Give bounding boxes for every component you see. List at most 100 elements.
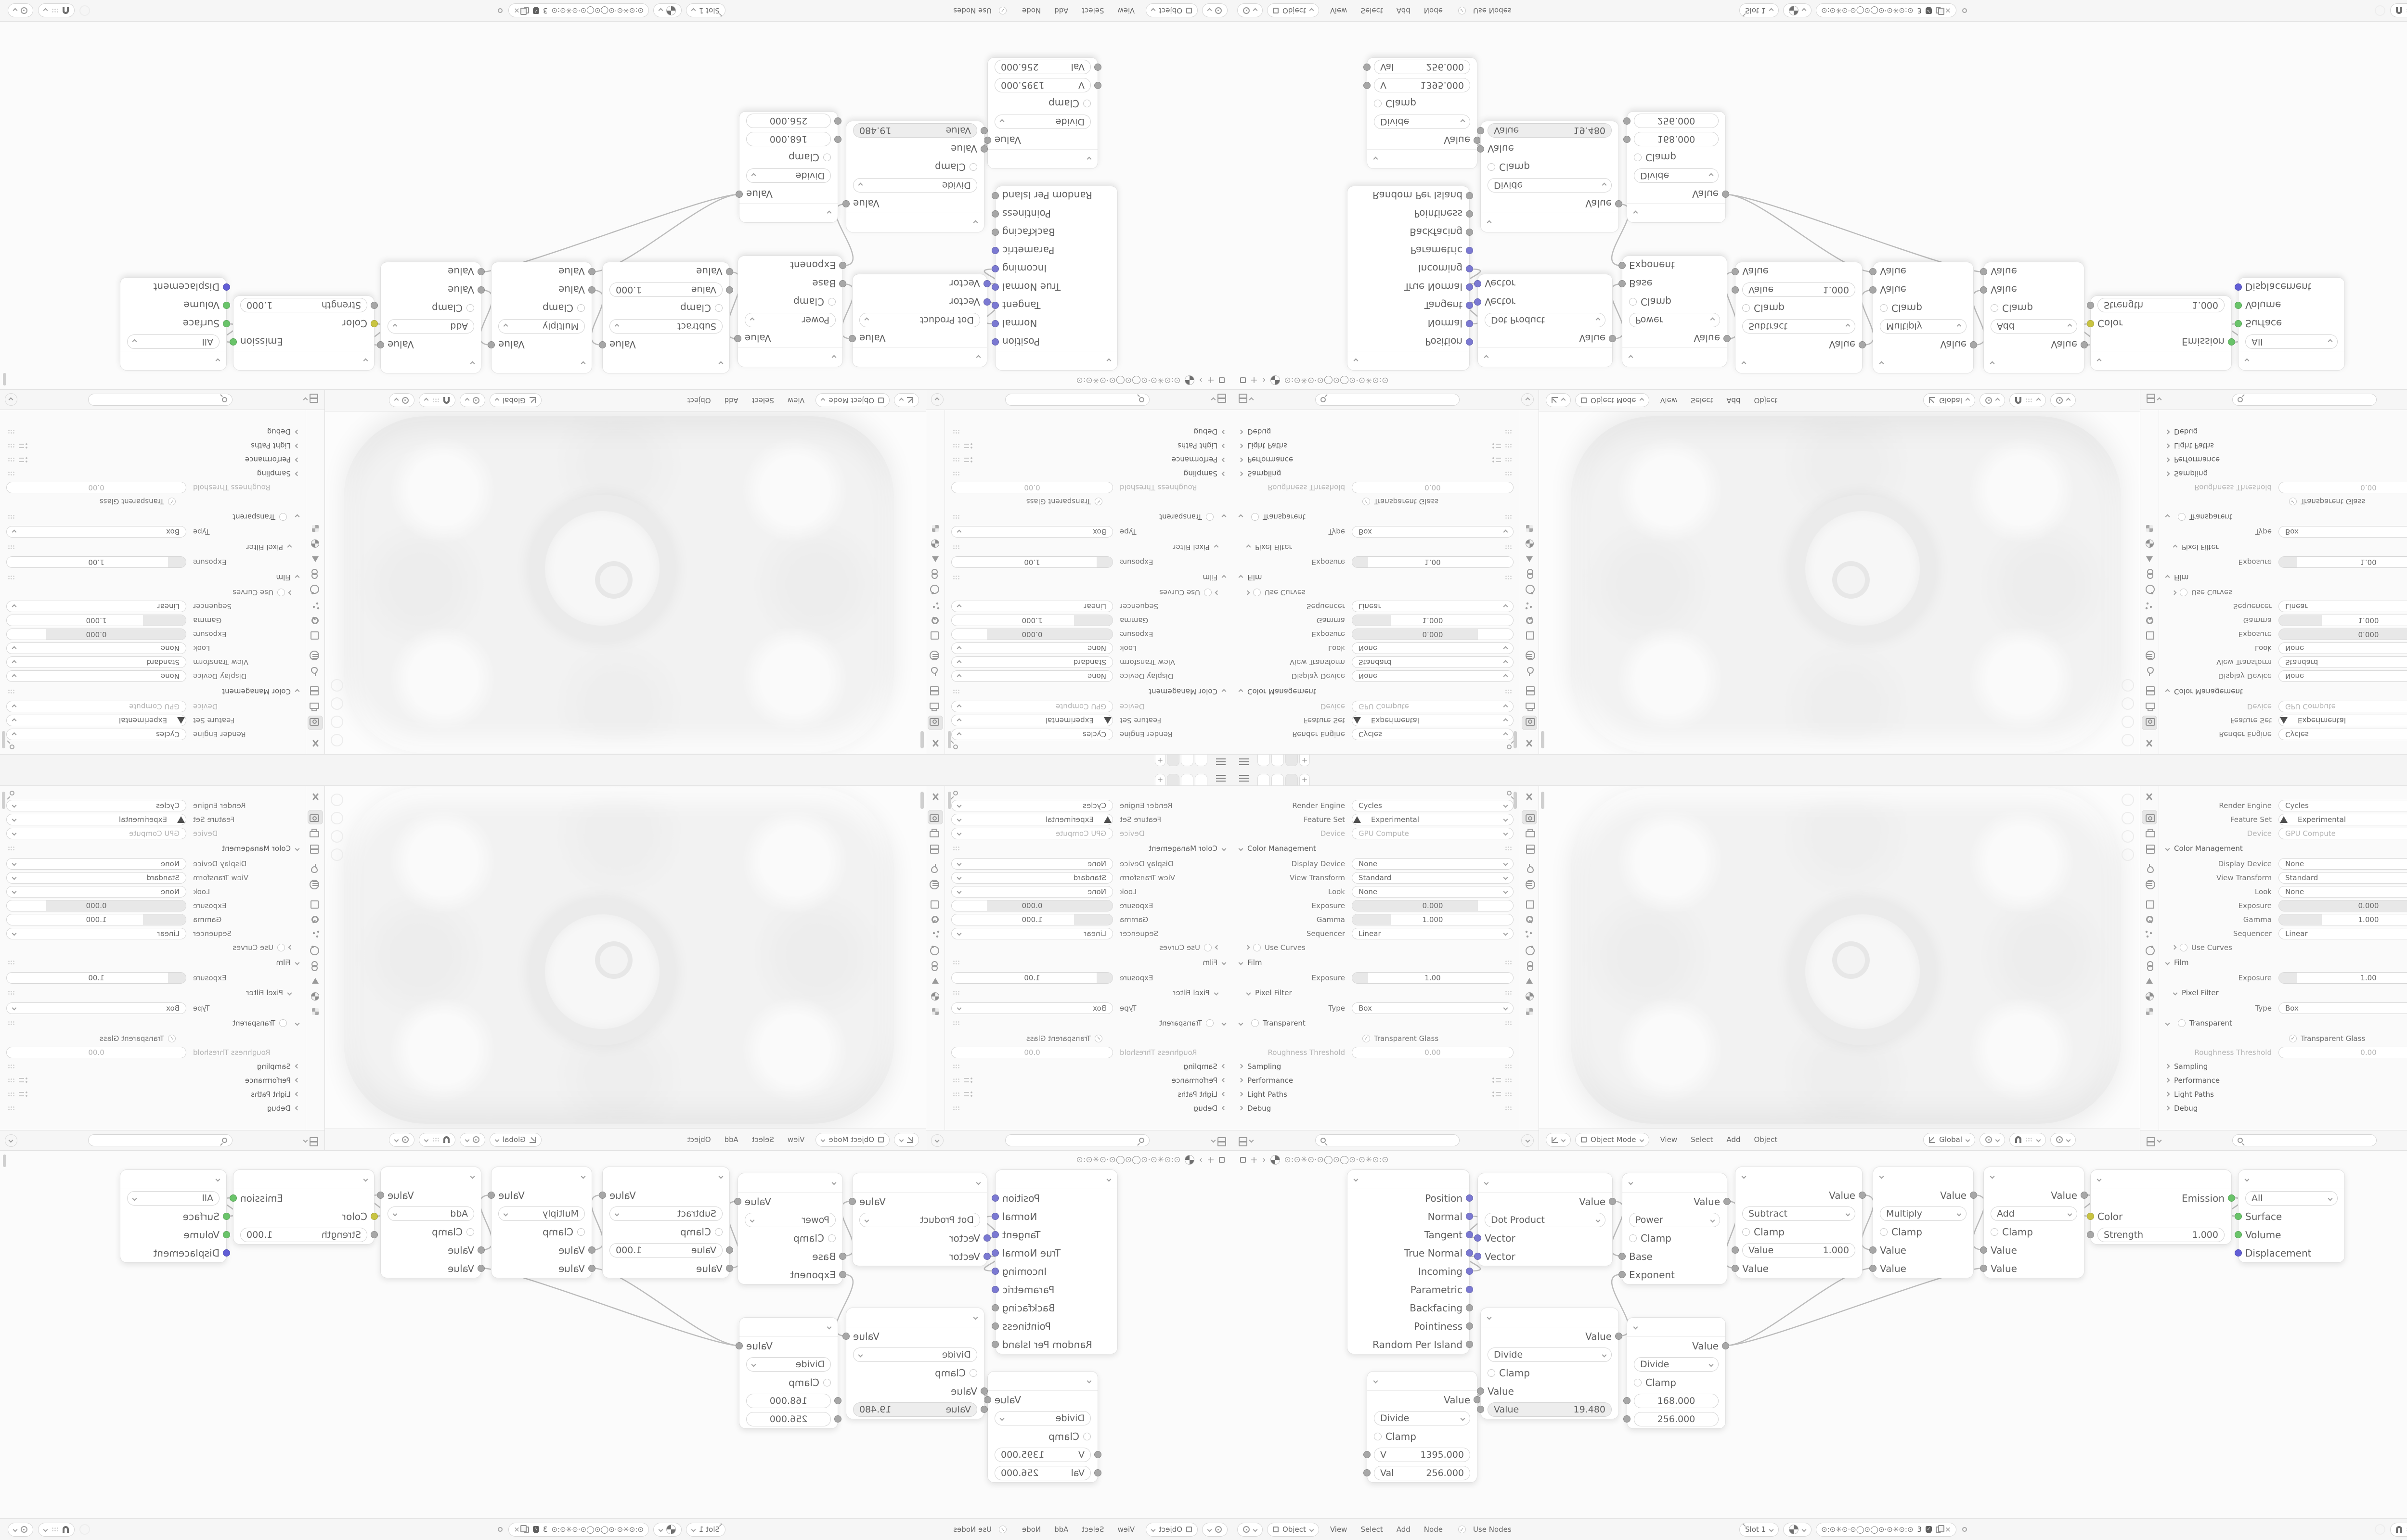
search-input[interactable] xyxy=(2232,1134,2377,1146)
node-emission[interactable]: Emission Color Strength 1.000 xyxy=(230,295,378,371)
output-socket[interactable] xyxy=(992,1268,999,1275)
prop-row-exposure[interactable]: Exposure 0.000 xyxy=(1232,898,1520,912)
workspace-tab[interactable] xyxy=(1195,774,1207,785)
properties-tab-view-layer[interactable] xyxy=(2142,841,2157,855)
viewport-canvas[interactable] xyxy=(325,411,926,754)
output-socket[interactable] xyxy=(992,1341,999,1348)
property-select[interactable]: Cycles xyxy=(2278,799,2407,811)
output-socket[interactable] xyxy=(842,1333,850,1340)
menu-add[interactable]: Add xyxy=(1054,6,1069,15)
property-select[interactable]: Linear xyxy=(951,601,1113,613)
pivot-dropdown[interactable] xyxy=(460,393,485,408)
property-slider[interactable]: 0.00 xyxy=(6,1046,186,1058)
workspace-tab[interactable] xyxy=(1167,755,1179,766)
property-select[interactable]: Cycles xyxy=(2278,729,2407,741)
node-header[interactable] xyxy=(603,354,729,373)
property-select[interactable]: GPU Compute xyxy=(951,827,1113,839)
menu-object[interactable]: Object xyxy=(1754,1135,1778,1144)
prop-row-device[interactable]: Device GPU Compute xyxy=(1232,826,1520,840)
output-socket[interactable] xyxy=(1466,320,1473,327)
input-socket[interactable] xyxy=(839,1253,846,1260)
input-socket[interactable] xyxy=(2235,1249,2242,1257)
value-field[interactable]: 168.000 xyxy=(1634,1394,1719,1408)
node-header[interactable] xyxy=(492,354,592,373)
properties-tab-object-data[interactable] xyxy=(928,552,943,566)
menu-view[interactable]: View xyxy=(1117,6,1135,15)
node-row-clamp[interactable]: Clamp xyxy=(1622,293,1727,311)
editor-type-button[interactable] xyxy=(2145,1136,2162,1146)
perspective-toggle-icon[interactable] xyxy=(2122,848,2134,861)
output-socket[interactable] xyxy=(1466,302,1473,309)
collapsed-menus-icon[interactable] xyxy=(1239,775,1249,782)
scrollbar[interactable] xyxy=(1514,731,1517,748)
prop-row-performance[interactable]: Performance xyxy=(2159,453,2407,467)
node-row-v[interactable]: V 1395.000 xyxy=(1363,76,1477,94)
input-socket[interactable] xyxy=(1363,82,1371,89)
prop-row-exposure[interactable]: Exposure 1.00 xyxy=(945,971,1232,985)
output-socket[interactable] xyxy=(1466,265,1473,272)
prop-row-feature-set[interactable]: Feature Set Experimental xyxy=(1232,714,1520,728)
property-slider[interactable]: 1.000 xyxy=(1352,615,1514,627)
value-field[interactable]: Strength 1.000 xyxy=(240,1228,367,1242)
properties-tab-object[interactable] xyxy=(928,629,943,643)
prop-row-transparent[interactable]: Transparent xyxy=(1232,509,1520,525)
output-socket[interactable] xyxy=(849,335,856,342)
prop-row-use-curves[interactable]: Use Curves xyxy=(0,940,306,954)
prop-row-sampling[interactable]: Sampling xyxy=(0,1059,306,1073)
prop-row-exposure[interactable]: Exposure 0.000 xyxy=(2159,628,2407,642)
node-material-output[interactable]: All Surface Volume Displacement xyxy=(2235,1169,2345,1263)
output-socket[interactable] xyxy=(992,1304,999,1311)
input-socket[interactable] xyxy=(1732,268,1739,275)
prop-row-film[interactable]: Film xyxy=(1232,569,1520,586)
value-field[interactable]: Val 256.000 xyxy=(995,60,1091,74)
node-header[interactable] xyxy=(2091,1170,2231,1189)
add-workspace-tab[interactable]: + xyxy=(1299,774,1310,785)
properties-tab-physics[interactable] xyxy=(2142,943,2157,957)
properties-tab-constraints[interactable] xyxy=(928,567,943,582)
properties-tab-render[interactable] xyxy=(2142,810,2157,824)
properties-tab-constraints[interactable] xyxy=(308,958,323,973)
properties-tab-constraints[interactable] xyxy=(308,567,323,582)
prop-row-exposure[interactable]: Exposure 1.00 xyxy=(1232,971,1520,985)
prop-row-view-transform[interactable]: View Transform Standard xyxy=(0,871,306,885)
properties-tab-output[interactable] xyxy=(928,700,943,715)
node-row-add[interactable]: Add xyxy=(381,317,481,335)
node-divide-b[interactable]: Value Divide Clamp Value Value 19.480 xyxy=(1477,1308,1622,1419)
pin-icon[interactable] xyxy=(953,744,958,749)
prop-row-film[interactable]: Film xyxy=(1232,954,1520,971)
workspace-tab[interactable] xyxy=(1271,774,1284,785)
prop-row-device[interactable]: Device GPU Compute xyxy=(2159,700,2407,714)
property-slider[interactable]: 0.00 xyxy=(1352,1046,1514,1058)
property-select[interactable]: None xyxy=(6,858,186,870)
property-select[interactable]: Standard xyxy=(1352,872,1514,884)
node-header[interactable] xyxy=(1478,1173,1612,1193)
prop-row-transparent[interactable]: Transparent xyxy=(0,509,306,525)
properties-tab-physics[interactable] xyxy=(2142,583,2157,597)
input-socket[interactable] xyxy=(1363,1451,1371,1458)
properties-tab-object[interactable] xyxy=(928,897,943,911)
node-row-add[interactable]: Add xyxy=(1984,317,2084,335)
prop-row-light-paths[interactable]: Light Paths xyxy=(945,439,1232,453)
prop-row-look[interactable]: Look None xyxy=(2159,885,2407,898)
output-socket[interactable] xyxy=(2081,1192,2088,1199)
input-socket[interactable] xyxy=(588,1265,595,1272)
node-row-256.000[interactable]: 256.000 xyxy=(1623,1410,1725,1428)
node-row-all[interactable]: All xyxy=(120,333,226,351)
input-socket[interactable] xyxy=(223,283,230,291)
node-row-all[interactable]: All xyxy=(2239,333,2344,351)
input-socket[interactable] xyxy=(834,136,841,143)
output-socket[interactable] xyxy=(2081,341,2088,348)
viewport-nav-gizmos[interactable] xyxy=(331,679,343,746)
property-select[interactable]: Box xyxy=(2278,526,2407,538)
node-header[interactable] xyxy=(846,213,984,232)
camera-view-icon[interactable] xyxy=(331,697,343,710)
input-socket[interactable] xyxy=(1474,298,1481,306)
value-field[interactable]: 256.000 xyxy=(1634,114,1719,128)
node-header[interactable] xyxy=(1622,347,1727,367)
node-row-add[interactable]: Add xyxy=(381,1205,481,1223)
property-select[interactable]: Cycles xyxy=(6,799,186,811)
node-divide-b[interactable]: Value Divide Clamp Value Value 19.480 xyxy=(842,121,988,232)
property-select[interactable]: Experimental xyxy=(2278,715,2407,727)
filter-button[interactable] xyxy=(1521,1134,1534,1147)
output-socket[interactable] xyxy=(1466,1268,1473,1275)
